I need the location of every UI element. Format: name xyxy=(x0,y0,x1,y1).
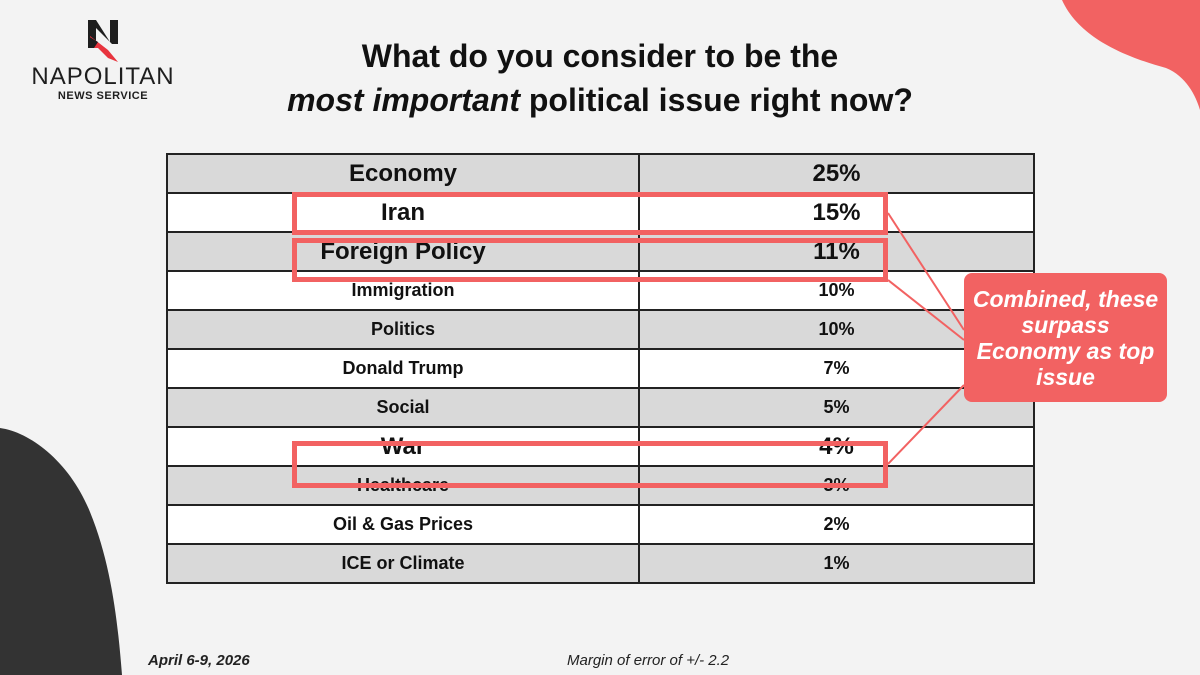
callout-box: Combined, these surpass Economy as top i… xyxy=(964,273,1167,402)
issue-value: 25% xyxy=(638,153,1035,194)
table-row: ICE or Climate 1% xyxy=(166,543,1035,584)
logo: NAPOLITAN NEWS SERVICE xyxy=(28,18,178,103)
table-row: Politics 10% xyxy=(166,309,1035,350)
issue-label: Donald Trump xyxy=(166,348,640,389)
issue-value: 11% xyxy=(638,231,1035,272)
issue-label: Politics xyxy=(166,309,640,350)
issue-value: 4% xyxy=(638,426,1035,467)
bottom-left-dark-blob xyxy=(0,428,122,675)
issue-label: Oil & Gas Prices xyxy=(166,504,640,545)
table-row: War 4% xyxy=(166,426,1035,467)
highlight-foreign-policy xyxy=(292,238,888,282)
title-line-2-rest: political issue right now? xyxy=(528,82,913,118)
table-row: Oil & Gas Prices 2% xyxy=(166,504,1035,545)
napolitan-logo-icon xyxy=(88,20,118,62)
highlight-war xyxy=(292,441,888,488)
table-row: Social 5% xyxy=(166,387,1035,428)
margin-of-error: Margin of error of +/- 2.2 xyxy=(567,652,730,669)
issue-value: 1% xyxy=(638,543,1035,584)
issue-label: ICE or Climate xyxy=(166,543,640,584)
logo-name: NAPOLITAN xyxy=(31,63,175,90)
issue-label: War xyxy=(166,426,640,467)
table-row: Economy 25% xyxy=(166,153,1035,194)
issue-value: 2% xyxy=(638,504,1035,545)
title-line-2: most important political issue right now… xyxy=(250,78,950,122)
title-line-1: What do you consider to be the xyxy=(361,38,839,74)
table-row: Donald Trump 7% xyxy=(166,348,1035,389)
chart-title: What do you consider to be the most impo… xyxy=(250,34,950,122)
issue-label: Economy xyxy=(166,153,640,194)
survey-date: April 6-9, 2026 xyxy=(148,652,250,669)
title-emphasis: most important xyxy=(287,82,520,118)
top-right-coral-blob xyxy=(1062,0,1200,110)
issue-label: Social xyxy=(166,387,640,428)
logo-subtitle: NEWS SERVICE xyxy=(57,90,149,102)
highlight-iran xyxy=(292,192,888,235)
